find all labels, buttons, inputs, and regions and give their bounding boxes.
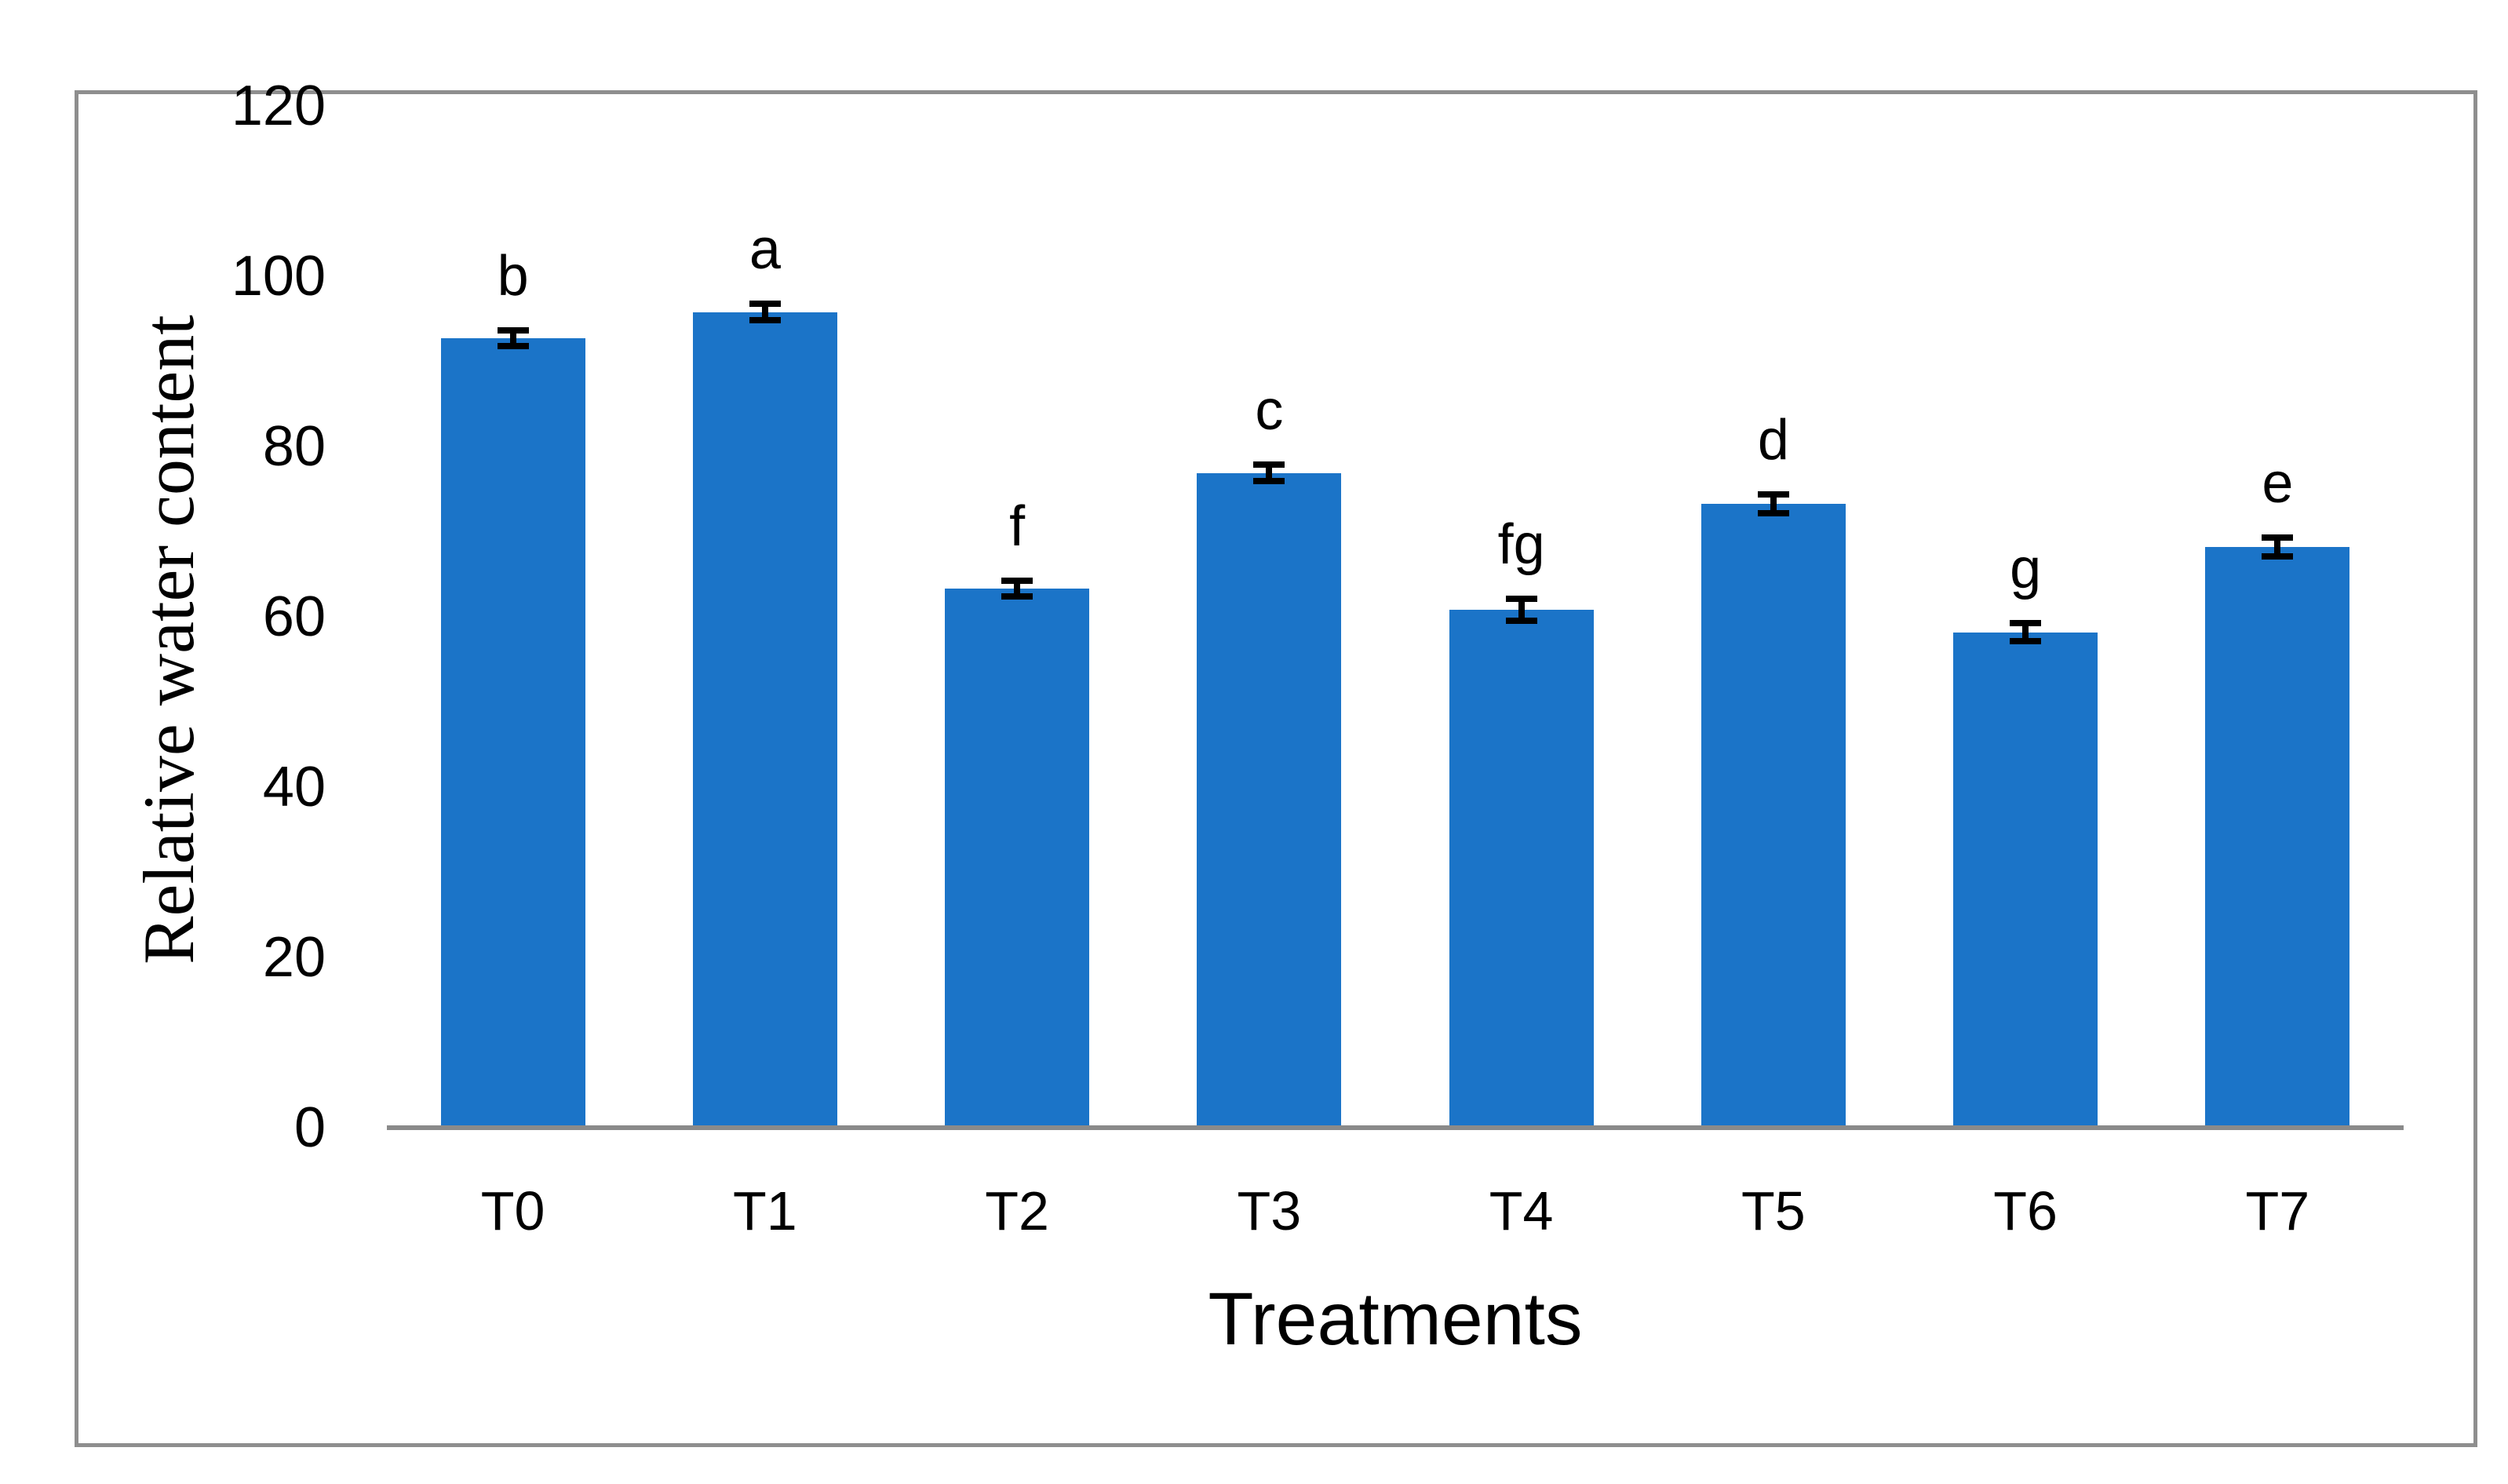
significance-letter-T3: c [1255, 378, 1284, 442]
error-bar-T6 [2022, 622, 2029, 642]
y-tick-label: 60 [262, 585, 326, 648]
error-bar-cap-top-T2 [1001, 578, 1033, 585]
error-bar-cap-top-T1 [749, 300, 781, 307]
bar-T3 [1197, 472, 1342, 1128]
significance-letter-T7: e [2262, 452, 2294, 516]
x-tick-label-T1: T1 [733, 1180, 797, 1242]
error-bar-cap-bottom-T6 [2010, 638, 2042, 645]
y-axis-title: Relative water content [129, 315, 209, 964]
x-axis-line [387, 1125, 2404, 1130]
error-bar-T5 [1770, 494, 1777, 513]
x-tick-label-T2: T2 [985, 1180, 1049, 1242]
bar-T6 [1953, 632, 2098, 1128]
significance-letter-T5: d [1757, 408, 1789, 472]
x-tick-label-T0: T0 [480, 1180, 545, 1242]
x-tick-label-T6: T6 [1993, 1180, 2058, 1242]
y-tick-label: 40 [262, 756, 326, 819]
error-bar-T4 [1518, 599, 1525, 622]
y-tick-label: 80 [262, 415, 326, 478]
x-axis-title: Treatments [1208, 1278, 1583, 1361]
significance-letter-T4: fg [1497, 513, 1545, 577]
error-bar-cap-top-T0 [497, 327, 529, 334]
error-bar-T1 [761, 303, 768, 321]
error-bar-cap-top-T6 [2010, 619, 2042, 626]
error-bar-cap-bottom-T7 [2262, 552, 2294, 560]
x-tick-label-T3: T3 [1237, 1180, 1302, 1242]
y-tick-label: 100 [231, 245, 326, 308]
significance-letter-T1: a [749, 217, 781, 281]
x-tick-label-T5: T5 [1741, 1180, 1806, 1242]
bar-T1 [692, 312, 837, 1128]
error-bar-T2 [1014, 581, 1021, 596]
error-bar-cap-bottom-T3 [1253, 478, 1285, 485]
error-bar-cap-bottom-T1 [749, 317, 781, 324]
x-tick-label-T4: T4 [1489, 1180, 1554, 1242]
error-bar-T0 [509, 330, 516, 346]
significance-letter-T2: f [1009, 495, 1026, 559]
error-bar-T7 [2274, 538, 2281, 556]
bar-T4 [1449, 610, 1594, 1128]
error-bar-cap-bottom-T5 [1757, 509, 1789, 516]
error-bar-cap-bottom-T4 [1505, 618, 1537, 625]
bar-T0 [440, 338, 585, 1128]
error-bar-T3 [1266, 464, 1273, 482]
bar-T2 [945, 589, 1090, 1128]
significance-letter-T6: g [2010, 537, 2042, 600]
y-tick-label: 120 [231, 75, 326, 137]
error-bar-cap-top-T7 [2262, 534, 2294, 541]
y-tick-label: 0 [293, 1096, 326, 1159]
x-tick-label-T7: T7 [2245, 1180, 2310, 1242]
error-bar-cap-bottom-T0 [497, 342, 529, 349]
bar-T7 [2205, 547, 2350, 1128]
error-bar-cap-top-T5 [1757, 490, 1789, 498]
error-bar-cap-top-T3 [1253, 461, 1285, 468]
y-tick-label: 20 [262, 926, 326, 989]
significance-letter-T0: b [497, 245, 529, 308]
error-bar-cap-top-T4 [1505, 596, 1537, 603]
error-bar-cap-bottom-T2 [1001, 593, 1033, 600]
bar-T5 [1701, 503, 1846, 1128]
